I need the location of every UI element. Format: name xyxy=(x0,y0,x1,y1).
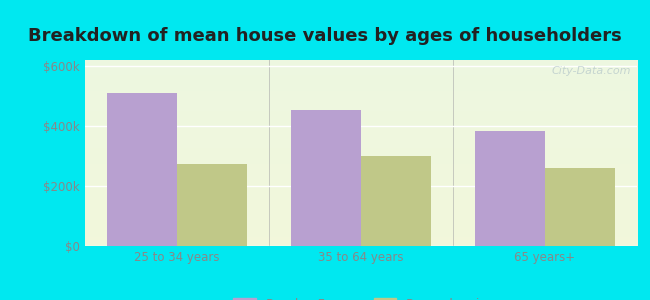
Bar xyxy=(107,93,177,246)
Bar xyxy=(545,168,615,246)
Bar xyxy=(177,164,246,246)
Bar xyxy=(361,156,431,246)
Bar xyxy=(291,110,361,246)
Text: Breakdown of mean house values by ages of householders: Breakdown of mean house values by ages o… xyxy=(28,27,622,45)
Text: City-Data.com: City-Data.com xyxy=(552,66,632,76)
Bar xyxy=(475,130,545,246)
Legend: Rosslyn Farms, Pennsylvania: Rosslyn Farms, Pennsylvania xyxy=(228,293,493,300)
